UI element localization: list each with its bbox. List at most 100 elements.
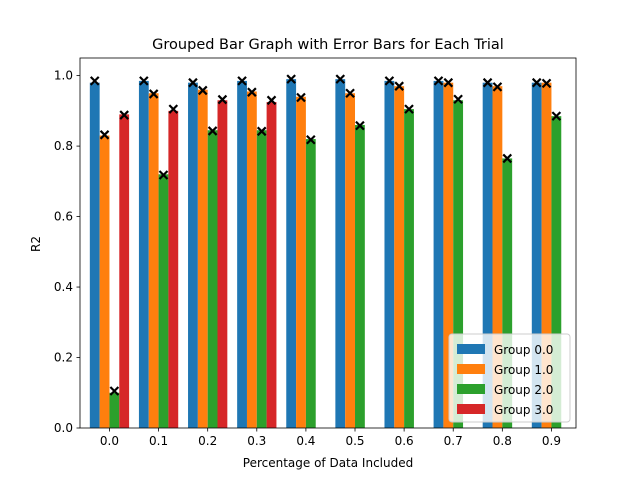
- y-tick-label: 0.0: [54, 421, 73, 435]
- bar-group-0-cat-9: [531, 82, 542, 429]
- error-marker-group-0-cat-5: [335, 74, 346, 84]
- legend-label-2: Group 2.0: [494, 383, 553, 397]
- error-marker-group-3-cat-3: [266, 95, 277, 106]
- error-marker-group-2-cat-4: [306, 134, 316, 145]
- error-marker-group-2-cat-2: [207, 126, 218, 136]
- error-marker-group-0-cat-6: [384, 76, 395, 86]
- axes-layer: 0.0 0.2 0.4 0.6 0.8 1.0 0.0 0.1 0.2 0.3 0.4 0.5 0.6 0…: [54, 57, 577, 448]
- x-tick-label: 0.4: [296, 434, 315, 448]
- legend-swatch-0: [457, 344, 485, 354]
- chart-title: Grouped Bar Graph with Error Bars for Ea…: [152, 37, 504, 53]
- x-tick-label: 0.6: [395, 434, 414, 448]
- error-marker-group-2-cat-0: [109, 386, 120, 396]
- error-marker-group-0-cat-2: [188, 77, 198, 88]
- legend-label-3: Group 3.0: [494, 403, 553, 417]
- bar-group-0-cat-7: [433, 80, 444, 429]
- error-marker-group-2-cat-6: [404, 104, 414, 114]
- bar-group-1-cat-0: [99, 135, 110, 428]
- legend-label-0: Group 0.0: [494, 343, 553, 357]
- error-marker-group-3-cat-1: [168, 104, 179, 114]
- error-marker-group-1-cat-8: [492, 82, 503, 92]
- error-marker-group-1-cat-2: [197, 85, 208, 96]
- x-tick-label: 0.2: [198, 434, 217, 448]
- x-axis-label: Percentage of Data Included: [243, 456, 413, 470]
- error-marker-group-0-cat-9: [531, 77, 542, 88]
- bar-group-0-cat-2: [188, 82, 198, 429]
- error-marker-group-2-cat-9: [551, 111, 562, 121]
- legend-box: [448, 333, 571, 423]
- bar-group-2-cat-0: [109, 392, 120, 428]
- bar-group-0-cat-4: [286, 79, 297, 429]
- y-tick-label: 0.8: [54, 139, 73, 153]
- bar-group-3-cat-2: [217, 100, 228, 429]
- error-marker-group-3-cat-2: [217, 94, 228, 105]
- error-marker-group-1-cat-6: [394, 81, 404, 91]
- error-marker-group-3-cat-0: [119, 110, 129, 120]
- x-tick-label: 0.3: [247, 434, 266, 448]
- error-marker-group-1-cat-9: [541, 78, 552, 89]
- error-marker-group-2-cat-1: [158, 170, 169, 180]
- error-marker-group-2-cat-7: [453, 94, 463, 105]
- bar-group-0-cat-6: [384, 80, 395, 429]
- bar-group-2-cat-9: [551, 116, 562, 429]
- bar-group-2-cat-6: [404, 109, 414, 428]
- bar-group-1-cat-6: [394, 86, 405, 428]
- y-tick-label: 0.2: [54, 351, 73, 365]
- y-tick-label: 0.6: [54, 210, 73, 224]
- markers-layer: [89, 74, 562, 396]
- y-tick-label: 0.4: [54, 280, 73, 294]
- legend-swatch-3: [457, 404, 485, 414]
- y-tick-label: 1.0: [54, 69, 73, 83]
- bar-group-0-cat-8: [482, 82, 493, 429]
- error-marker-group-0-cat-3: [237, 76, 247, 86]
- error-marker-group-2-cat-3: [256, 126, 267, 137]
- error-marker-group-1-cat-3: [247, 87, 257, 97]
- error-marker-group-1-cat-5: [345, 88, 355, 99]
- x-tick-label: 0.7: [444, 434, 463, 448]
- error-marker-group-0-cat-7: [433, 76, 444, 86]
- bar-group-1-cat-4: [296, 96, 306, 428]
- plot-frame: [79, 57, 577, 429]
- bar-group-0-cat-0: [89, 82, 100, 429]
- error-marker-group-2-cat-8: [502, 153, 513, 164]
- bar-group-1-cat-8: [492, 86, 503, 428]
- bar-group-2-cat-8: [502, 158, 513, 428]
- bar-group-2-cat-1: [158, 174, 169, 428]
- x-tick-label: 0.0: [100, 434, 119, 448]
- bar-group-0-cat-1: [138, 80, 149, 429]
- bar-group-0-cat-3: [237, 80, 247, 429]
- legend: Group 0.0 Group 1.0 Group 2.0 Group 3.0: [448, 333, 571, 423]
- error-marker-group-0-cat-0: [89, 76, 100, 86]
- error-marker-group-0-cat-1: [139, 76, 149, 86]
- x-tick-label: 0.9: [542, 434, 561, 448]
- error-marker-group-1-cat-4: [296, 92, 306, 103]
- legend-swatch-2: [457, 384, 485, 394]
- bar-group-1-cat-7: [443, 82, 454, 429]
- x-tick-label: 0.8: [493, 434, 512, 448]
- error-marker-group-2-cat-5: [355, 120, 365, 131]
- bar-group-1-cat-3: [246, 91, 257, 428]
- bar-group-3-cat-0: [119, 114, 130, 428]
- bar-group-1-cat-9: [541, 82, 552, 429]
- bar-group-2-cat-3: [256, 130, 267, 428]
- bar-group-0-cat-5: [335, 79, 346, 429]
- bar-group-1-cat-2: [197, 89, 208, 428]
- error-marker-group-1-cat-7: [443, 77, 454, 88]
- bars-layer: [89, 79, 562, 429]
- bar-group-2-cat-7: [453, 100, 464, 429]
- error-marker-group-1-cat-0: [99, 130, 110, 140]
- x-tick-label: 0.5: [345, 434, 364, 448]
- bar-group-1-cat-5: [345, 93, 356, 428]
- legend-swatch-1: [457, 364, 485, 374]
- y-axis-label: R2: [29, 236, 43, 252]
- x-tick-label: 0.1: [149, 434, 168, 448]
- error-marker-group-0-cat-4: [286, 74, 296, 84]
- bar-group-1-cat-1: [148, 93, 159, 428]
- error-marker-group-0-cat-8: [482, 77, 493, 88]
- bar-group-3-cat-3: [266, 102, 277, 429]
- bar-group-2-cat-4: [305, 139, 316, 429]
- legend-label-1: Group 1.0: [494, 363, 553, 377]
- bar-group-2-cat-2: [207, 130, 218, 428]
